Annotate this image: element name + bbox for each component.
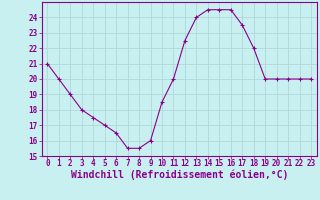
X-axis label: Windchill (Refroidissement éolien,°C): Windchill (Refroidissement éolien,°C) xyxy=(70,170,288,180)
